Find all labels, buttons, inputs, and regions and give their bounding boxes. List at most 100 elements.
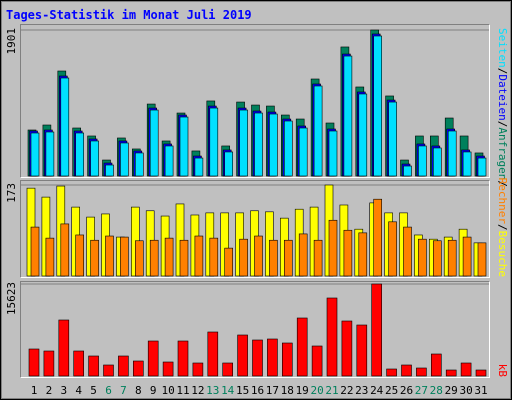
bar [341, 320, 353, 377]
bar [224, 151, 233, 177]
bar [358, 232, 368, 277]
legend-entry: kB [496, 364, 509, 378]
x-tick-label: 17 [266, 384, 279, 397]
legend-entry: Rechner [496, 178, 509, 225]
legend-entry: Dateien [496, 74, 509, 120]
x-tick-label: 27 [415, 384, 428, 397]
bar [149, 109, 159, 177]
bar [164, 237, 174, 277]
bar [60, 223, 70, 277]
bar [147, 340, 159, 377]
x-tick-label: 6 [105, 384, 112, 397]
legend-separator: / [496, 68, 509, 75]
bar [75, 234, 84, 277]
x-tick-label: 14 [221, 384, 235, 397]
bar [403, 165, 412, 177]
bar [281, 342, 293, 377]
bar [267, 338, 278, 377]
legend-separator: / [496, 121, 509, 128]
legend-entry: Seiten [496, 28, 509, 68]
legend-separator: / [496, 224, 509, 231]
bar [179, 239, 189, 277]
x-tick-label: 31 [474, 384, 487, 397]
bar [371, 283, 383, 377]
bar [430, 353, 442, 377]
x-tick-label: 20 [310, 384, 323, 397]
x-tick-label: 7 [120, 384, 127, 397]
bar [298, 127, 308, 177]
legend-separator: / [496, 180, 509, 187]
y-tick-label: 173 [5, 183, 18, 203]
bar [60, 77, 70, 177]
bar [237, 334, 248, 377]
bar [477, 242, 487, 277]
bar [343, 55, 353, 177]
x-tick-label: 21 [325, 384, 338, 397]
bar [45, 237, 55, 277]
x-tick-label: 15 [236, 384, 249, 397]
bar [328, 130, 338, 177]
bar [386, 368, 397, 377]
bar [207, 331, 219, 377]
bar [343, 229, 353, 277]
y-tick-label: 1901 [5, 28, 18, 55]
panel-shadow [20, 24, 490, 178]
legend: Seiten/Dateien/Anfragen/ [496, 28, 509, 187]
x-tick-label: 3 [60, 384, 67, 397]
bar [475, 369, 487, 377]
x-tick-label: 9 [150, 384, 157, 397]
bar [239, 109, 248, 177]
bar [58, 319, 70, 377]
bar [296, 317, 308, 377]
x-tick-label: 19 [296, 384, 309, 397]
panel-shadow [20, 281, 490, 378]
bar [283, 239, 293, 277]
panel-shadow [20, 180, 490, 278]
bar [224, 247, 233, 277]
bar [43, 350, 55, 377]
bar [88, 355, 99, 377]
legend: Rechner/Besuche [496, 178, 509, 277]
bar [192, 362, 204, 377]
bar [356, 324, 368, 377]
bar [239, 238, 248, 277]
x-tick-label: 4 [75, 384, 82, 397]
bar [103, 364, 114, 377]
x-tick-label: 22 [340, 384, 353, 397]
bar [252, 339, 263, 377]
x-tick-label: 18 [281, 384, 294, 397]
bar [179, 116, 189, 177]
bar [269, 113, 278, 177]
bar [373, 198, 383, 277]
bar [30, 132, 40, 177]
bar [477, 157, 487, 177]
bar [209, 237, 219, 277]
bar [326, 297, 338, 377]
bar [120, 142, 129, 177]
bar [403, 226, 412, 277]
bar [460, 362, 472, 377]
x-tick-label: 8 [135, 384, 142, 397]
x-tick-label: 26 [400, 384, 413, 397]
bar [194, 157, 204, 177]
bar [269, 239, 278, 277]
bar [120, 236, 129, 277]
bar [209, 107, 219, 177]
bar [388, 221, 397, 277]
bar [462, 151, 472, 177]
bar [418, 145, 427, 177]
bar [358, 93, 368, 177]
bar [432, 240, 442, 277]
y-tick-label: 15623 [5, 282, 18, 315]
bar [416, 367, 427, 377]
bar [447, 130, 457, 177]
bar [418, 238, 427, 277]
bar [90, 239, 99, 277]
bar [222, 362, 233, 377]
bar [30, 226, 40, 277]
bar [149, 239, 159, 277]
x-tick-label: 1 [31, 384, 38, 397]
x-tick-label: 23 [355, 384, 368, 397]
